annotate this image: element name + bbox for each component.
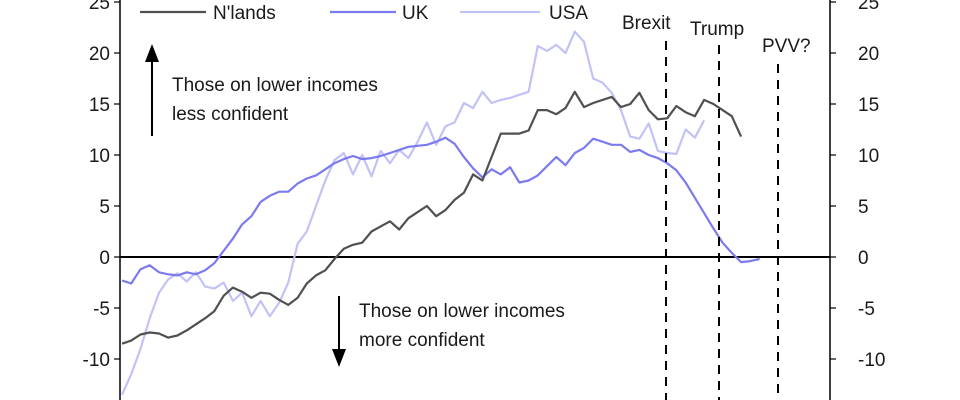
- left-tick-label: 15: [89, 95, 110, 116]
- arrow-down-icon: [332, 349, 346, 367]
- legend-label-nlands: N'lands: [213, 3, 276, 24]
- series-lines: [120, 30, 760, 396]
- series-line-nlands: [121, 90, 743, 345]
- annotation-lower-line1: Those on lower incomes: [359, 301, 565, 322]
- left-tick-label: 5: [99, 197, 110, 218]
- left-tick-label: 0: [99, 248, 110, 269]
- series-line-usa: [120, 30, 706, 396]
- left-tick-label: -5: [93, 299, 110, 320]
- legend-label-usa: USA: [549, 3, 588, 24]
- left-tick-label: 25: [89, 0, 110, 14]
- axes: 25 25 20 20 15 15 10 10 5 5 0 0 -5 -5 -10 -10: [83, 0, 885, 400]
- right-tick-label: 25: [858, 0, 879, 14]
- right-tick-label: 15: [858, 95, 879, 116]
- right-tick-label: 5: [858, 197, 869, 218]
- left-tick-label: -10: [83, 350, 110, 371]
- right-tick-label: 0: [858, 248, 869, 269]
- right-tick-label: -5: [858, 299, 875, 320]
- legend-label-uk: UK: [402, 3, 429, 24]
- annotation-upper: Those on lower incomes less confident: [145, 44, 378, 136]
- legend: N'lands UK USA: [140, 3, 588, 24]
- event-label: PVV?: [762, 36, 811, 57]
- arrow-up-icon: [145, 44, 159, 62]
- annotation-upper-line1: Those on lower incomes: [172, 75, 378, 96]
- event-label: Brexit: [622, 13, 671, 34]
- annotation-lower: Those on lower incomes more confident: [332, 296, 565, 367]
- event-label: Trump: [690, 19, 744, 40]
- right-tick-label: 20: [858, 44, 879, 65]
- event-markers: Brexit Trump PVV?: [622, 13, 811, 400]
- left-tick-label: 20: [89, 44, 110, 65]
- series-line-uk: [121, 136, 760, 285]
- left-tick-label: 10: [89, 146, 110, 167]
- right-tick-label: 10: [858, 146, 879, 167]
- right-tick-label: -10: [858, 350, 885, 371]
- annotation-lower-line2: more confident: [359, 330, 485, 351]
- annotation-upper-line2: less confident: [172, 104, 289, 125]
